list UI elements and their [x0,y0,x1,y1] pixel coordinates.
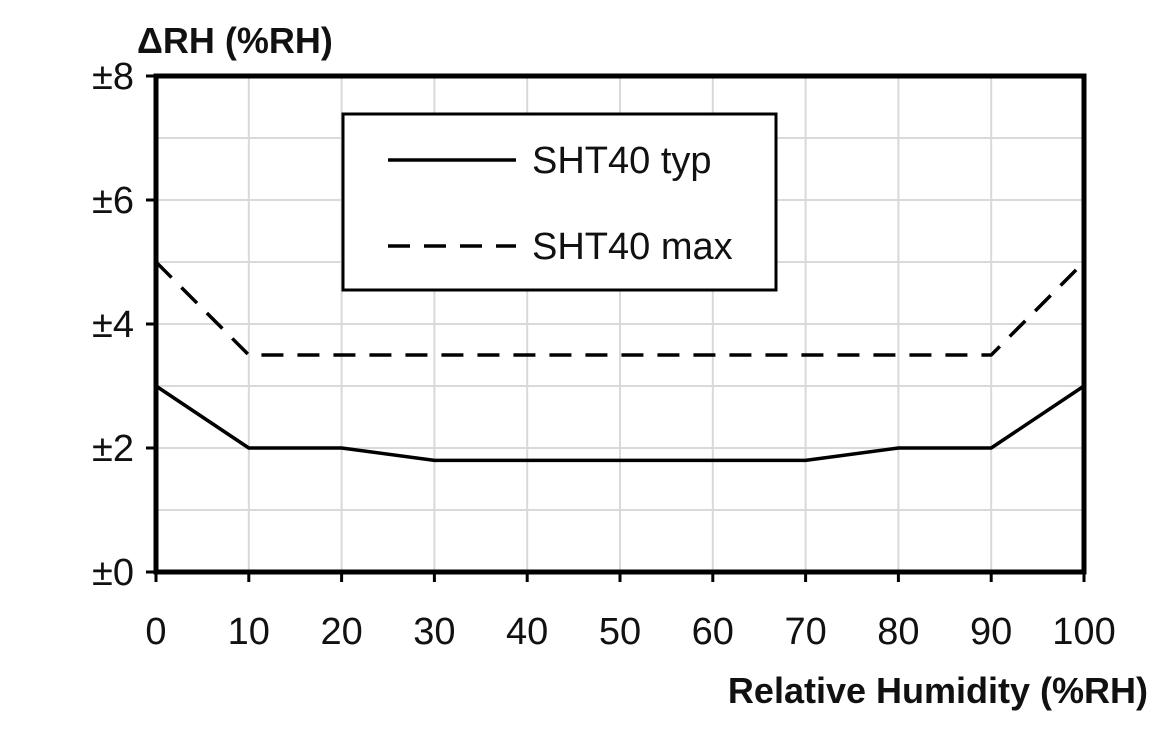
y-axis-title: ΔRH (%RH) [137,20,333,61]
legend-label-1: SHT40 max [532,226,733,268]
series-line-1 [154,260,1086,357]
x-tick-label: 80 [877,611,919,653]
legend-box [341,112,778,292]
x-tick-label: 70 [784,611,826,653]
series-lines [154,260,1086,463]
legend: SHT40 typ SHT40 max [341,112,778,292]
x-tick-label: 10 [228,611,270,653]
x-tick-label: 100 [1052,611,1115,653]
y-tick-label: ±6 [92,180,134,222]
x-tick-label: 20 [320,611,362,653]
x-tick-label: 50 [599,611,641,653]
legend-label-0: SHT40 typ [532,140,712,182]
x-tick-label: 60 [692,611,734,653]
x-tick-label: 90 [970,611,1012,653]
y-tick-label: ±0 [92,552,134,594]
y-tick-label: ±8 [92,56,134,98]
x-tick-label: 40 [506,611,548,653]
series-line-0 [155,384,1085,463]
x-tick-label: 0 [145,611,166,653]
y-tick-label: ±4 [92,304,134,346]
x-axis-title: Relative Humidity (%RH) [728,670,1148,711]
x-tick-label: 30 [413,611,455,653]
y-tick-label: ±2 [92,428,134,470]
axis-ticks: 0 10 20 30 40 50 60 70 80 90 100 ±0 ±2 ±4 ±6 ±8 [92,56,1116,653]
